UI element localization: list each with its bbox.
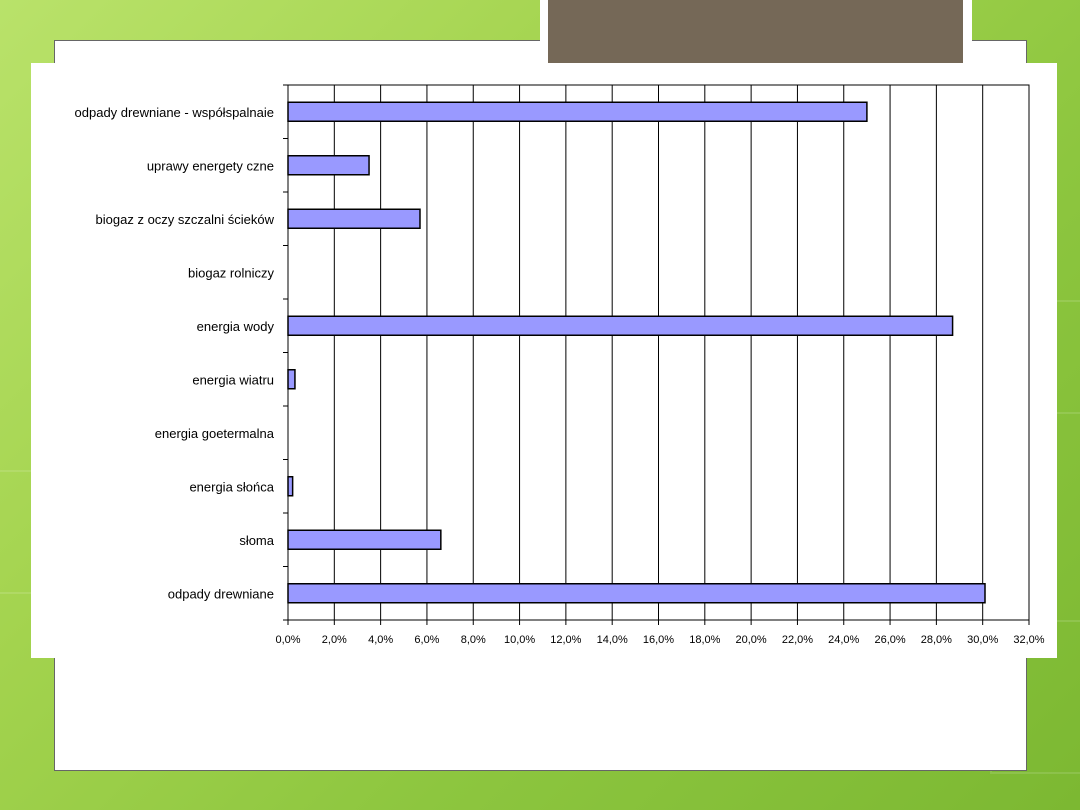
chart-panel: 0,0% 2,0% 4,0% 6,0% 8,0% 10,0% 12,0% 14,0% 16,0%… [31,63,1057,658]
title-bar [548,0,963,63]
x-tick-label: 14,0% [597,634,628,646]
bar [287,583,986,604]
x-tick-label: 30,0% [967,634,998,646]
x-tick-label: 10,0% [504,634,535,646]
x-tick-label: 6,0% [414,634,439,646]
bar [287,101,868,122]
x-tick-label: 18,0% [689,634,720,646]
x-tick-label: 24,0% [828,634,859,646]
x-tick-label: 0,0% [275,634,300,646]
bar [287,155,370,176]
category-label: energia słońca [189,479,274,494]
category-label: energia wody [197,319,275,334]
category-label: odpady drewniane - współspalnaie [75,105,274,120]
x-tick-label: 20,0% [736,634,767,646]
bar [287,369,296,390]
category-label: odpady drewniane [168,586,274,601]
x-tick-label: 28,0% [921,634,952,646]
x-tick-label: 2,0% [322,634,347,646]
bar [287,476,294,497]
x-tick-label: 32,0% [1013,634,1044,646]
bar [287,208,421,229]
bar [287,529,442,550]
x-tick-label: 4,0% [368,634,393,646]
category-label: uprawy energety czne [147,158,274,173]
category-label: energia goetermalna [155,426,275,441]
x-tick-label: 8,0% [461,634,486,646]
bar-chart: 0,0% 2,0% 4,0% 6,0% 8,0% 10,0% 12,0% 14,0% 16,0%… [75,84,1045,646]
category-label: słoma [239,533,274,548]
x-tick-label: 12,0% [550,634,581,646]
x-tick-label: 26,0% [874,634,905,646]
category-label: biogaz z oczy szczalni ścieków [96,212,275,227]
x-tick-label: 16,0% [643,634,674,646]
x-tick-label: 22,0% [782,634,813,646]
category-label: energia wiatru [192,372,274,387]
bar [287,315,954,336]
category-label: biogaz rolniczy [188,265,274,280]
